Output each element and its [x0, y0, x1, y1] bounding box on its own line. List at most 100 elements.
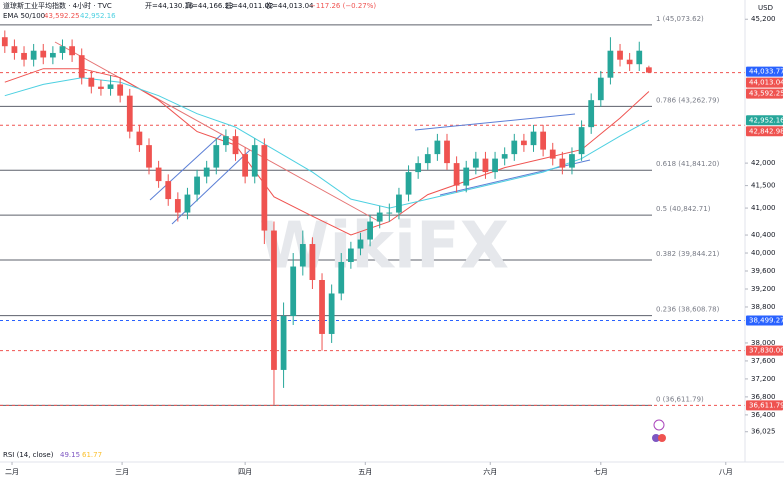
- candle-body: [367, 221, 373, 240]
- candle-body: [434, 140, 441, 155]
- candle-body: [299, 244, 306, 267]
- price-tag-bg: [746, 126, 783, 137]
- candle-body: [424, 154, 431, 164]
- candle-body: [49, 52, 56, 58]
- price-tag-bg: [746, 400, 783, 411]
- price-tag: 44,013.04: [746, 77, 784, 88]
- ema-label: EMA 50/100: [3, 12, 45, 20]
- candle-body: [357, 239, 364, 249]
- x-tick-label: 七月: [594, 467, 608, 476]
- candle-body: [174, 199, 181, 213]
- candle-body: [607, 50, 614, 78]
- x-tick-label: 二月: [5, 468, 19, 476]
- y-tick-label: 39,200: [751, 285, 776, 293]
- price-tag: 42,842.98: [746, 126, 784, 137]
- currency: USD: [758, 4, 773, 12]
- y-tick-label: 36,800: [751, 393, 776, 401]
- price-tag-bg: [746, 66, 783, 77]
- price-tag-label: 44,013.04: [749, 79, 784, 87]
- candle-body: [78, 55, 85, 78]
- fib-label: 1 (45,073.62): [656, 15, 704, 23]
- candle-body: [319, 280, 325, 334]
- candle-body: [242, 154, 249, 177]
- y-tick-label: 45,200: [751, 15, 776, 23]
- price-tag-label: 42,842.98: [749, 127, 784, 135]
- candle-body: [184, 194, 191, 213]
- event-icons: [652, 419, 666, 442]
- candle-body: [521, 140, 527, 146]
- ema-line: [4, 77, 650, 209]
- candle-body: [588, 100, 595, 128]
- candle-body: [444, 140, 450, 164]
- y-tick-label: 40,000: [751, 249, 776, 257]
- x-tick-label: 八月: [719, 468, 733, 476]
- ohlc-close: 收=44,013.04: [265, 1, 314, 10]
- y-tick-label: 41,000: [751, 204, 776, 212]
- candle-body: [69, 46, 75, 56]
- candle-body: [540, 131, 547, 150]
- y-tick-label: 39,600: [751, 267, 776, 275]
- candle-body: [136, 131, 143, 146]
- price-tag: 43,592.25: [746, 88, 784, 99]
- candle-body: [492, 158, 498, 173]
- price-tag: 36,611.79: [746, 400, 784, 411]
- candle-body: [271, 230, 277, 370]
- price-tag-label: 36,611.79: [749, 401, 784, 409]
- candle-body: [645, 67, 652, 73]
- candle-body: [347, 248, 354, 263]
- drawing-layer: 1 (45,073.62) 0.786 (43,262.79) 0.618 (41,…: [0, 15, 745, 406]
- candle-body: [376, 212, 383, 222]
- candle-body: [309, 244, 316, 281]
- fib-label: 0.618 (41,841.20): [656, 160, 720, 168]
- candle-body: [463, 167, 470, 186]
- y-tick-label: 38,000: [751, 339, 776, 347]
- candle-body: [280, 315, 287, 370]
- price-tag-bg: [746, 115, 783, 126]
- candle-body: [597, 77, 604, 101]
- candle-body: [559, 158, 566, 168]
- event-icon: [653, 419, 665, 431]
- candle-body: [107, 84, 114, 89]
- candle-body: [251, 145, 258, 177]
- rsi-value: 49.15: [60, 451, 80, 459]
- candle-body: [213, 145, 220, 168]
- candle-body: [88, 77, 95, 87]
- candle-body: [126, 95, 133, 132]
- y-tick-label: 36,400: [751, 411, 776, 419]
- candle-body: [261, 145, 268, 231]
- marks-layer: [1, 30, 652, 406]
- candle-body: [415, 163, 422, 173]
- y-tick-label: 37,200: [751, 375, 776, 383]
- candle-body: [232, 136, 239, 155]
- ohlc-change: −117.26 (−0.27%): [310, 2, 376, 10]
- candle-body: [117, 84, 124, 96]
- candle-body: [203, 167, 210, 177]
- candle-body: [165, 181, 172, 200]
- candle-body: [21, 52, 27, 60]
- y-tick-label: 42,000: [751, 159, 776, 167]
- y-tick-label: 37,600: [751, 357, 776, 365]
- candle-body: [549, 149, 556, 159]
- fib-label: 0.5 (40,842.71): [656, 205, 711, 213]
- candle-body: [328, 293, 335, 334]
- rsi-value: 61.77: [82, 451, 102, 459]
- y-tick-label: 41,500: [751, 182, 776, 190]
- ohlc-high: 高=44,166.23: [185, 1, 234, 10]
- fib-label: 0.382 (39,844.21): [656, 250, 720, 258]
- candle-body: [501, 154, 508, 159]
- candle-body: [194, 176, 200, 195]
- price-tag-bg: [746, 315, 783, 326]
- chart-title: 道琼斯工业平均指数 · 4小时 · TVC: [3, 1, 112, 10]
- y-tick-label: 40,400: [751, 231, 776, 239]
- price-tag: 38,499.27: [746, 315, 784, 326]
- event-icon: [652, 434, 660, 442]
- candle-body: [1, 37, 8, 47]
- fib-label: 0.236 (38,608.78): [656, 306, 720, 314]
- x-tick-label: 五月: [358, 468, 372, 476]
- candle-body: [11, 46, 18, 53]
- candle-body: [569, 154, 575, 168]
- candle-body: [396, 194, 402, 213]
- ema-line: [4, 68, 650, 236]
- y-tick-label: 36,025: [751, 428, 776, 436]
- fib-label: 0.786 (43,262.79): [656, 96, 720, 104]
